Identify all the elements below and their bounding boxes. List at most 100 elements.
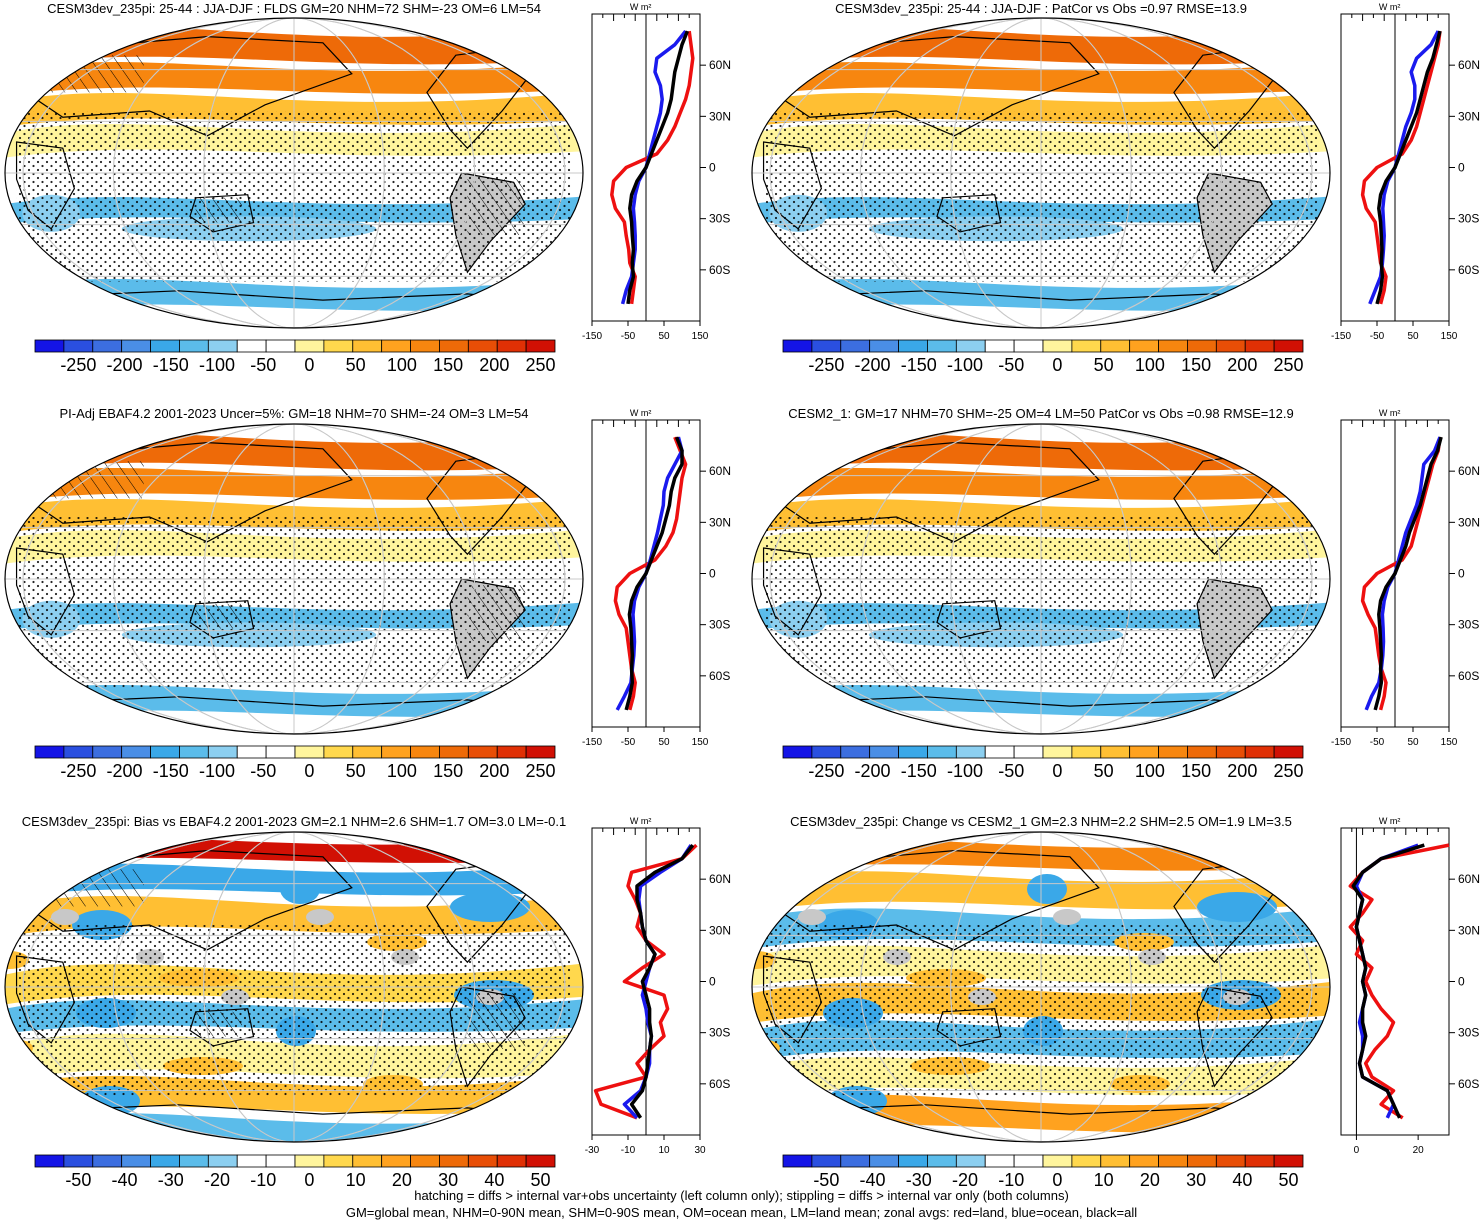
zonal-lat-label: 30N: [1458, 109, 1480, 123]
colorbar-label: -50: [250, 761, 276, 781]
colorbar-swatch: [984, 1154, 1015, 1168]
colorbar-swatch: [525, 1154, 556, 1168]
zonal-x-label: 50: [658, 737, 670, 748]
colorbar-label: -150: [153, 355, 189, 375]
colorbar-label: 10: [346, 1170, 366, 1190]
field-patch: [1027, 874, 1067, 904]
colorbar-swatch: [782, 339, 813, 353]
colorbar-swatch: [927, 745, 957, 759]
colorbar-label: -250: [808, 355, 844, 375]
colorbar-label: 50: [346, 761, 366, 781]
zonal-lat-label: 30N: [709, 515, 731, 529]
map-panel-5: [751, 831, 1331, 1143]
colorbar-swatch: [63, 745, 94, 759]
zonal-series-all: [1373, 436, 1443, 711]
colorbar-label: 0: [1052, 355, 1062, 375]
zonal-lat-label: 0: [709, 161, 716, 175]
colorbar-swatch: [1158, 1154, 1188, 1168]
zonal-x-label: 150: [692, 331, 709, 342]
colorbar-swatch: [869, 745, 899, 759]
colorbar-swatch: [840, 339, 871, 353]
meridian: [769, 832, 1313, 1142]
colorbar-swatch: [63, 1154, 94, 1168]
meridian: [112, 832, 476, 1142]
meridian: [203, 832, 385, 1142]
colorbar-swatch: [352, 745, 383, 759]
colorbar-label: 100: [387, 355, 417, 375]
colorbar-label: 200: [479, 761, 509, 781]
colorbar-swatch: [811, 339, 842, 353]
zonal-x-label: 50: [1407, 331, 1419, 342]
colorbar-swatch: [179, 339, 209, 353]
zonal-lat-label: 30S: [709, 1026, 730, 1040]
panels-layer: CESM3dev_235pi: 25-44 : JJA-DJF : FLDS G…: [4, 1, 1480, 1190]
zonal-x-label: -150: [582, 331, 602, 342]
zonal-lat-label: 60N: [1458, 58, 1480, 72]
colorbar-label: -50: [65, 1170, 91, 1190]
colorbar-label: -30: [158, 1170, 184, 1190]
hatching: [195, 603, 242, 629]
zonal-lat-label: 0: [1458, 975, 1465, 989]
hatching: [195, 197, 242, 223]
colorbar-5: -50 -40 -30 -20 -10 0 10 20 30 40 50: [782, 1154, 1304, 1190]
colorbar-swatch: [410, 339, 440, 353]
map-panel-2: [4, 423, 584, 735]
colorbar-swatch: [410, 745, 440, 759]
colorbar-label: 100: [387, 761, 417, 781]
colorbar-label: 40: [484, 1170, 504, 1190]
hatching: [51, 55, 144, 93]
field-patch: [752, 863, 772, 881]
colorbar-label: 0: [1052, 1170, 1062, 1190]
meridian: [769, 18, 1313, 328]
colorbar-label: 150: [433, 761, 463, 781]
colorbar-swatch: [840, 1154, 871, 1168]
colorbar-label: -50: [813, 1170, 839, 1190]
colorbar-0: -250 -200 -150 -100 -50 0 50 100 150 200 250: [34, 339, 556, 375]
colorbar-swatch: [121, 745, 151, 759]
zonal-series-land: [610, 30, 695, 305]
field-patch: [280, 874, 320, 904]
no-data-patch: [306, 909, 334, 925]
colorbar-2: -250 -200 -150 -100 -50 0 50 100 150 200 250: [34, 745, 556, 781]
zonal-units-label: W m²: [1379, 816, 1401, 826]
zonal-units-label: W m²: [1379, 408, 1401, 418]
map-outline: [4, 423, 584, 735]
colorbar-swatch: [121, 339, 151, 353]
colorbar-swatch: [63, 339, 94, 353]
colorbar-label: 150: [433, 355, 463, 375]
colorbar-label: 50: [1279, 1170, 1299, 1190]
colorbar-swatch: [381, 339, 411, 353]
zonal-series-all: [624, 436, 684, 711]
colorbar-swatch: [1100, 1154, 1131, 1168]
zonal-lat-label: 60N: [709, 872, 731, 886]
colorbar-swatch: [439, 1154, 469, 1168]
colorbar-swatch: [92, 745, 123, 759]
zonal-lat-label: 60N: [1458, 872, 1480, 886]
hatching: [467, 179, 526, 235]
colorbar-label: 200: [479, 355, 509, 375]
meridian: [203, 424, 385, 734]
no-data-patch: [51, 909, 79, 925]
colorbar-label: 20: [1140, 1170, 1160, 1190]
colorbar-4: -50 -40 -30 -20 -10 0 10 20 30 40 50: [34, 1154, 556, 1190]
colorbar-label: 250: [526, 355, 556, 375]
panel-title-5: CESM3dev_235pi: Change vs CESM2_1 GM=2.3…: [790, 814, 1292, 829]
meridian: [859, 18, 1223, 328]
no-data-patch: [1053, 909, 1081, 925]
zonal-units-label: W m²: [630, 408, 652, 418]
zonal-lat-label: 30N: [1458, 923, 1480, 937]
colorbar-swatch: [323, 745, 354, 759]
colorbar-swatch: [1273, 339, 1304, 353]
colorbar-label: -250: [808, 761, 844, 781]
colorbar-swatch: [294, 1154, 325, 1168]
meridian: [769, 424, 1313, 734]
zonal-series-all: [626, 30, 690, 305]
hatching: [467, 993, 526, 1049]
colorbar-swatch: [1215, 1154, 1246, 1168]
colorbar-swatch: [381, 745, 411, 759]
zonal-panel-5: W m² 60N 30N 0 30S 60S 0 20: [1340, 816, 1480, 1156]
colorbar-swatch: [1244, 745, 1275, 759]
zonal-series-land: [593, 843, 698, 1120]
meridian: [950, 18, 1132, 328]
